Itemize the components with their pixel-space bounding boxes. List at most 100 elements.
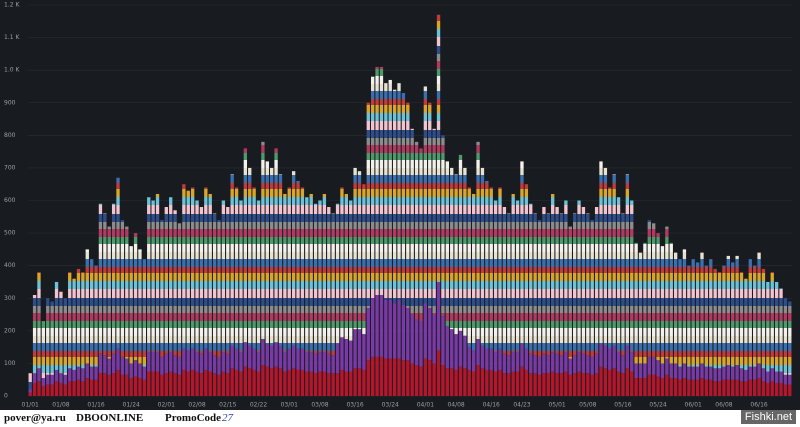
bar-segment (722, 379, 726, 396)
bar-segment (28, 389, 32, 393)
bar-segment (68, 381, 72, 396)
bar-segment (151, 200, 155, 353)
bar-segment (384, 299, 388, 359)
bar-segment (177, 356, 182, 375)
y-tick-label: 1.1 K (4, 34, 20, 41)
bar-segment (173, 355, 177, 374)
bar-segment (463, 368, 467, 396)
bar-segment (428, 102, 432, 309)
bar-segment (32, 373, 37, 383)
bar-segment (322, 371, 327, 396)
bar-segment (46, 298, 50, 375)
bar-segment (371, 356, 375, 396)
bar-segment (704, 379, 709, 396)
bar-segment (542, 373, 546, 396)
bar-segment (735, 255, 739, 366)
bar-segment (436, 281, 441, 351)
bar-segment (577, 371, 581, 396)
bar-segment (72, 278, 76, 370)
bar-segment (498, 369, 502, 396)
y-tick-label: 1.0 K (4, 67, 20, 74)
bar-segment (287, 369, 291, 396)
bar-segment (669, 378, 673, 396)
bar-segment (335, 203, 340, 344)
bar-segment (406, 308, 410, 361)
bar-segment (256, 371, 261, 396)
bar-segment (586, 373, 590, 396)
bar-segment (717, 272, 722, 369)
bar-segment (322, 352, 327, 372)
bar-segment (445, 161, 449, 326)
bar-segment (63, 384, 67, 396)
bar-segment (182, 184, 186, 349)
bar-segment (739, 368, 744, 382)
bar-segment (212, 355, 217, 374)
bar-segment (190, 369, 195, 396)
bar-segment (98, 353, 103, 374)
bar-segment (313, 373, 318, 396)
bar-segment (735, 379, 739, 396)
bar-segment (414, 141, 419, 320)
bar-segment (788, 301, 792, 375)
bar-segment (638, 378, 643, 396)
x-tick-label: 01/08 (52, 402, 69, 409)
bar-segment (783, 374, 788, 385)
y-tick-label: 700 (4, 164, 16, 171)
bar-segment (212, 213, 217, 356)
bar-segment (243, 342, 248, 367)
bar-segment (594, 353, 599, 374)
bar-segment (713, 268, 717, 369)
bar-segment (344, 338, 349, 372)
bar-segment (133, 233, 138, 361)
bar-segment (669, 242, 673, 364)
bar-segment (226, 353, 230, 374)
bar-segment (199, 353, 204, 374)
bar-segment (318, 371, 322, 396)
bar-segment (94, 379, 98, 396)
x-tick-label: 01/01 (22, 402, 39, 409)
bar-segment (783, 384, 788, 396)
bar-segment (335, 373, 340, 396)
bar-segment (586, 355, 590, 374)
x-tick-label: 02/15 (219, 402, 236, 409)
y-tick-label: 500 (4, 230, 16, 237)
bar-segment (436, 14, 441, 282)
bar-segment (283, 352, 287, 372)
bar-segment (208, 371, 212, 396)
bar-segment (397, 358, 401, 396)
bar-segment (731, 262, 735, 367)
bar-segment (291, 171, 296, 346)
bar-segment (173, 373, 177, 396)
bar-segment (590, 374, 594, 396)
bar-segment (669, 363, 673, 379)
bar-segment (761, 268, 766, 369)
bar-segment (744, 381, 748, 396)
bar-segment (120, 220, 125, 357)
bar-segment (458, 330, 463, 367)
y-tick-label: 300 (4, 295, 16, 302)
bar-segment (28, 392, 32, 396)
bar-segment (107, 358, 111, 375)
bar-segment (274, 366, 278, 396)
bar-segment (744, 278, 748, 370)
bar-segment (621, 213, 625, 356)
bar-segment (366, 360, 370, 396)
bar-segment (419, 321, 423, 367)
bar-segment (204, 369, 208, 396)
bar-segment (327, 207, 331, 354)
bar-segment (414, 319, 419, 366)
bar-segment (287, 187, 291, 349)
bar-segment (147, 352, 151, 372)
bar-segment (230, 368, 234, 396)
bar-segment (59, 291, 63, 374)
bar-segment (274, 342, 278, 367)
bar-segment (471, 350, 476, 372)
bar-segment (467, 187, 471, 348)
bar-segment (151, 352, 155, 372)
bar-segment (423, 86, 428, 304)
bar-segment (753, 265, 757, 367)
bar-segment (551, 352, 555, 372)
bar-segment (643, 378, 647, 396)
bar-segment (577, 352, 581, 372)
